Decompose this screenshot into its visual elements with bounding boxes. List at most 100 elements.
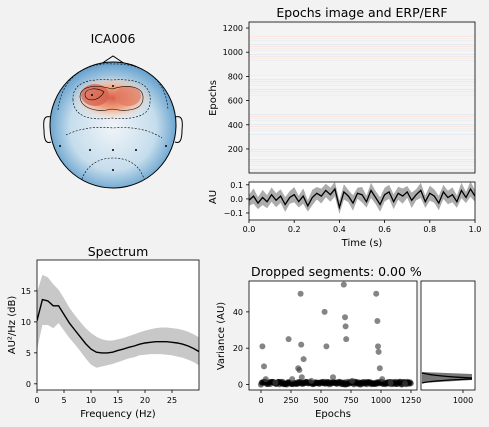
heatmap-row bbox=[249, 155, 475, 156]
scatter-point bbox=[300, 356, 307, 363]
topomap-contour bbox=[72, 79, 151, 120]
erp-ytick-label: 0.1 bbox=[230, 181, 243, 190]
spectrum-xtick-label: 20 bbox=[140, 396, 150, 405]
heatmap-row bbox=[249, 23, 475, 24]
heatmap-row bbox=[249, 159, 475, 160]
heatmap-row bbox=[249, 165, 475, 166]
erp-ci-band bbox=[249, 182, 475, 214]
spectrum-xtick-label: 0 bbox=[34, 396, 39, 405]
erp-xaxis: 0.0 0.2 0.4 0.6 0.8 1.0 bbox=[243, 220, 481, 234]
scatter-ytick-label: 20 bbox=[233, 344, 243, 353]
topomap-panel: ICA006 bbox=[43, 31, 183, 189]
spectrum-xaxis: 0 5 10 15 20 25 bbox=[34, 390, 177, 405]
head-left-ear bbox=[43, 116, 52, 143]
scatter-point bbox=[342, 314, 348, 321]
scatter-ytick-label: 0 bbox=[238, 381, 243, 390]
heatmap-row bbox=[249, 120, 475, 121]
scatter-point bbox=[374, 318, 381, 324]
scatter-xtick-label: 1000 bbox=[371, 396, 391, 405]
heatmap-row bbox=[249, 77, 475, 78]
heatmap-row bbox=[249, 122, 475, 123]
spectrum-xtick-label: 25 bbox=[167, 396, 177, 405]
erp-xtick-label: 0.6 bbox=[378, 225, 391, 234]
scatter-point bbox=[407, 380, 414, 387]
heatmap-row bbox=[249, 58, 475, 59]
histogram-xtick-label: 1000 bbox=[453, 396, 473, 405]
spectrum-title: Spectrum bbox=[88, 244, 149, 259]
erp-xlabel: Time (s) bbox=[341, 238, 383, 249]
scatter-point bbox=[330, 374, 336, 381]
heatmap-row bbox=[249, 114, 475, 115]
spectrum-ytick-label: 5 bbox=[26, 349, 31, 358]
epochs-image-ytick-label: 400 bbox=[228, 121, 243, 130]
scatter-point bbox=[379, 376, 386, 383]
heatmap-row bbox=[249, 38, 475, 39]
erp-xtick-label: 0.8 bbox=[423, 225, 436, 234]
spectrum-xtick-label: 10 bbox=[86, 396, 96, 405]
epochs-image-ytick-label: 200 bbox=[228, 145, 243, 154]
scatter-point bbox=[298, 374, 305, 381]
topomap-contour bbox=[79, 86, 144, 111]
scatter-point bbox=[262, 376, 269, 383]
heatmap-row bbox=[249, 89, 475, 90]
scatter-point bbox=[297, 290, 304, 297]
heatmap-row bbox=[249, 118, 475, 119]
heatmap-row bbox=[249, 56, 475, 57]
scatter-ylabel: Variance (AU) bbox=[216, 302, 227, 370]
heatmap-row bbox=[249, 60, 475, 61]
scatter-xtick-label: 0 bbox=[258, 396, 263, 405]
epochs-image-ytick-label: 600 bbox=[228, 97, 243, 106]
spectrum-ylabel: AU²/Hz (dB) bbox=[7, 296, 18, 355]
scatter-point bbox=[308, 377, 315, 384]
erp-panel: 0.10.0−0.1 0.0 0.2 0.4 0.6 0.8 1.0 AU Time (s… bbox=[208, 181, 481, 249]
epochs-image-panel: Epochs image and ERP/ERF 200 400 600 800 100… bbox=[208, 5, 476, 174]
scatter-xtick-label: 500 bbox=[313, 396, 328, 405]
epochs-image-ytick-label: 800 bbox=[228, 72, 243, 81]
epochs-image-ylabel: Epochs bbox=[208, 80, 219, 116]
topomap-contour bbox=[84, 88, 105, 101]
heatmap-row bbox=[249, 40, 475, 41]
scatter-xtick-label: 750 bbox=[343, 396, 358, 405]
erp-xtick-label: 0.2 bbox=[288, 225, 301, 234]
scatter-yaxis: 0 20 40 bbox=[233, 308, 249, 390]
heatmap-row bbox=[249, 153, 475, 154]
spectrum-xtick-label: 15 bbox=[113, 396, 123, 405]
erp-mean-line bbox=[249, 187, 475, 210]
erp-yaxis: 0.1 0.0 −0.1 bbox=[224, 181, 249, 218]
heatmap-row bbox=[249, 95, 475, 96]
heatmap-row bbox=[249, 79, 475, 80]
heatmap-row bbox=[249, 124, 475, 125]
scatter-point bbox=[298, 341, 305, 348]
scatter-point bbox=[340, 281, 347, 288]
heatmap-row bbox=[249, 54, 475, 55]
heatmap-row bbox=[249, 161, 475, 162]
epochs-image-ytick-label: 1200 bbox=[223, 24, 243, 33]
scatter-point bbox=[296, 367, 303, 373]
spectrum-panel: Spectrum 0 5 10 15 0 5 10 15 20 25 AU²/Hz (dB) F… bbox=[7, 244, 200, 420]
heatmap-stripes bbox=[249, 23, 475, 172]
head-outline bbox=[49, 61, 177, 189]
scatter-point bbox=[375, 348, 382, 355]
scatter-ytick-label: 40 bbox=[233, 308, 243, 317]
spectrum-ytick-label: 0 bbox=[26, 380, 31, 389]
erp-xtick-label: 0.0 bbox=[243, 225, 256, 234]
scatter-point bbox=[272, 379, 279, 386]
dropped-segments-title: Dropped segments: 0.00 % bbox=[251, 264, 422, 279]
spectrum-xlabel: Frequency (Hz) bbox=[80, 409, 156, 420]
heatmap-row bbox=[249, 42, 475, 43]
epochs-image-title: Epochs image and ERP/ERF bbox=[276, 5, 447, 20]
variance-density-line bbox=[421, 372, 473, 384]
heatmap-row bbox=[249, 126, 475, 127]
heatmap-row bbox=[249, 87, 475, 88]
scatter-xaxis: 0 250 500 750 1000 1250 bbox=[258, 390, 421, 405]
topomap-title: ICA006 bbox=[91, 31, 136, 46]
heatmap-row bbox=[249, 132, 475, 133]
scatter-point bbox=[323, 343, 330, 350]
scatter-point bbox=[285, 336, 292, 343]
epochs-image-yaxis: 200 400 600 800 1000 1200 bbox=[223, 24, 249, 154]
topomap-contour bbox=[57, 63, 169, 111]
spectrum-mean-line bbox=[37, 298, 199, 354]
heatmap-row bbox=[249, 81, 475, 82]
scatter-xtick-label: 1250 bbox=[401, 396, 421, 405]
scatter-xlabel: Epochs bbox=[315, 409, 351, 420]
